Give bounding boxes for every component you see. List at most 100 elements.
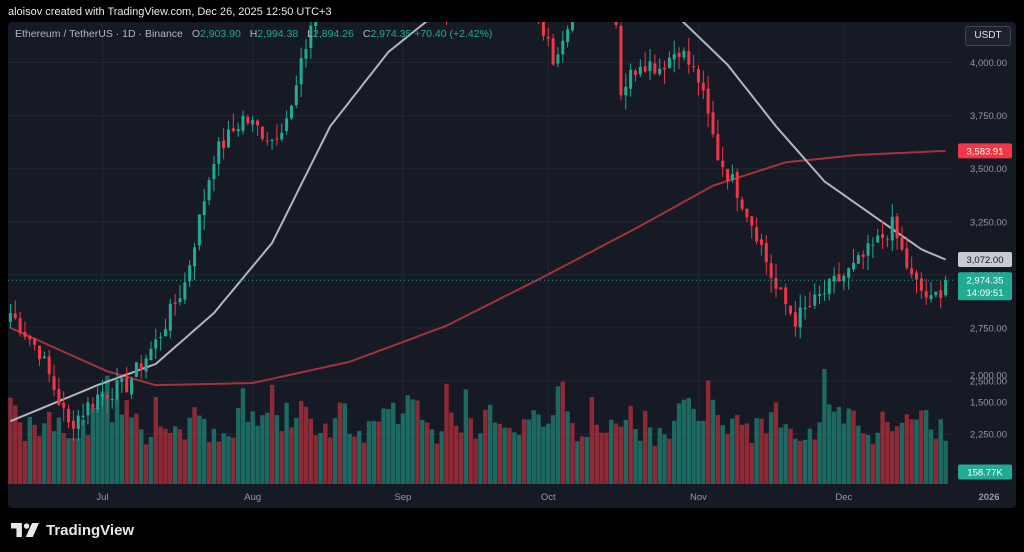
countdown-tag: 14:09:51 <box>967 288 1004 299</box>
volume-bar <box>226 436 231 484</box>
candle-body <box>163 329 167 337</box>
time-tick-label: Jul <box>96 492 108 503</box>
volume-bar <box>584 436 590 484</box>
volume-bar <box>793 438 798 484</box>
candle-body <box>915 272 919 280</box>
time-tick-label: Dec <box>835 492 852 503</box>
volume-bar <box>856 425 861 484</box>
candle-body <box>33 338 37 345</box>
volume-bar <box>502 427 507 484</box>
volume-bar <box>483 409 488 484</box>
volume-bar <box>90 407 95 484</box>
volume-bar <box>51 431 57 484</box>
tradingview-logo[interactable]: TradingView <box>10 520 134 540</box>
volume-bar <box>8 397 13 484</box>
candle-body <box>696 69 700 83</box>
close-label: C <box>362 28 371 40</box>
volume-bar <box>468 418 473 484</box>
volume-bar <box>798 440 803 484</box>
candle-body <box>687 51 691 65</box>
candle-body <box>188 265 192 282</box>
volume-bar <box>95 408 100 484</box>
volume-bar <box>371 420 377 484</box>
low-value: 2,894.26 <box>313 28 354 40</box>
candle-body <box>159 336 163 338</box>
candle-body <box>910 268 914 275</box>
volume-bar <box>458 432 464 484</box>
volume-bar <box>822 369 827 484</box>
volume-bar <box>904 414 910 484</box>
volume-bar <box>405 395 410 484</box>
volume-bar <box>449 412 454 484</box>
volume-bar <box>579 436 585 484</box>
candle-body <box>105 395 109 399</box>
candle-body <box>701 82 705 91</box>
candle-body <box>808 305 812 307</box>
price-tick-label: 2,250.00 <box>970 429 1007 440</box>
volume-bar <box>788 428 793 484</box>
volume-bar <box>885 421 890 484</box>
candle-body <box>711 112 715 135</box>
candle-body <box>47 356 51 375</box>
volume-bar <box>172 426 178 484</box>
candle-body <box>619 25 623 96</box>
candle-body <box>784 287 788 304</box>
volume-bar <box>337 402 343 484</box>
volume-bar <box>633 429 638 484</box>
volume-bar <box>870 443 876 484</box>
high-label: H <box>249 28 258 40</box>
candle-body <box>740 199 744 209</box>
brand-name: TradingView <box>46 521 135 539</box>
candle-body <box>570 22 574 31</box>
open-label: O <box>191 28 200 40</box>
volume-bar <box>420 419 425 484</box>
volume-bar <box>914 419 919 484</box>
ma-long-price-tag: 3,583.91 <box>967 146 1004 157</box>
candle-body <box>57 389 61 405</box>
volume-bar <box>352 436 357 484</box>
candle-body <box>764 243 768 263</box>
candle-body <box>905 248 909 268</box>
candle-body <box>23 331 27 337</box>
candle-body <box>900 237 904 250</box>
candle-body <box>91 404 95 408</box>
candle-body <box>285 118 289 132</box>
volume-bar <box>313 435 318 484</box>
candle-body <box>251 119 255 125</box>
symbol-title[interactable]: Ethereum / TetherUS · 1D · Binance <box>15 28 183 40</box>
volume-bar <box>831 411 837 484</box>
volume-bar <box>381 408 386 484</box>
volume-bar <box>284 402 289 484</box>
volume-bar <box>890 431 895 484</box>
chart-canvas[interactable]: Jul Aug Sep Oct Nov Dec 20262,250.002,500.002,… <box>8 22 1016 508</box>
volume-bar <box>328 437 333 484</box>
high-value: 2,994.38 <box>257 28 299 40</box>
price-tick-label: 4,000.00 <box>970 58 1007 69</box>
volume-bar <box>846 408 851 484</box>
volume-bar <box>71 437 76 484</box>
candle-body <box>115 380 119 400</box>
candle-body <box>197 214 201 246</box>
chart-panel[interactable]: Jul Aug Sep Oct Nov Dec 2026 2,250.00 2,500.00 2,… <box>8 22 1016 508</box>
candle-body <box>919 278 923 291</box>
candle-body <box>827 279 831 295</box>
volume-bar <box>124 400 129 484</box>
candle-body <box>871 244 875 246</box>
candle-body <box>667 57 671 68</box>
volume-bar <box>342 403 347 484</box>
volume-bar <box>303 406 309 484</box>
candle-body <box>260 126 264 139</box>
volume-bar <box>100 391 105 484</box>
volume-bar <box>516 434 522 484</box>
candle-body <box>67 408 71 423</box>
currency-button[interactable]: USDT <box>965 26 1011 46</box>
symbol-legend[interactable]: Ethereum / TetherUS · 1D · Binance O2,90… <box>15 28 492 40</box>
candle-body <box>750 216 754 226</box>
candle-body <box>614 22 618 26</box>
candle-body <box>202 201 206 216</box>
volume-bar <box>444 383 449 484</box>
volume-bar <box>802 439 808 484</box>
volume-bar <box>46 411 52 484</box>
candle-body <box>96 394 100 409</box>
